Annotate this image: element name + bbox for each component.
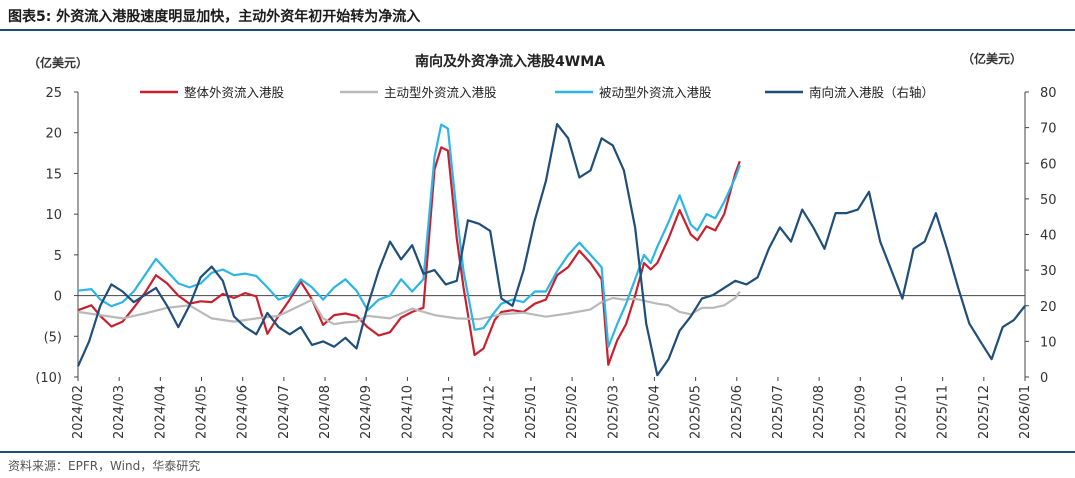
x-tick-label: 2024/10 [400, 385, 415, 439]
right-tick-label: 40 [1040, 229, 1057, 244]
left-tick-label: 10 [45, 208, 62, 223]
series-layer [76, 123, 1026, 377]
left-tick-label: 25 [45, 86, 62, 101]
x-tick-label: 2024/03 [112, 385, 127, 439]
series-line-4 [76, 123, 1026, 377]
figure-caption: 图表5: 外资流入港股速度明显加快，主动外资年初开始转为净流入 [8, 9, 421, 25]
x-tick-label: 2025/09 [853, 385, 868, 439]
x-tick-label: 2025/10 [894, 385, 909, 439]
x-tick-label: 2025/02 [565, 385, 580, 439]
x-tick-label: 2024/06 [236, 385, 251, 439]
right-tick-label: 0 [1040, 371, 1048, 386]
right-tick-label: 10 [1040, 335, 1057, 350]
left-tick-label: 15 [45, 167, 62, 182]
legend-label-3: 被动型外资流入港股 [599, 85, 712, 100]
x-tick-label: 2025/06 [730, 385, 745, 439]
right-tick-label: 20 [1040, 300, 1057, 315]
chart-title: 南向及外资净流入港股4WMA [415, 53, 605, 70]
x-tick-label: 2024/02 [71, 385, 86, 439]
legend-label-4: 南向流入港股（右轴） [809, 85, 934, 100]
series-line-2 [77, 290, 741, 326]
right-tick-label: 80 [1040, 86, 1057, 101]
x-tick-label: 2024/07 [277, 385, 292, 439]
x-tick-label: 2024/09 [359, 385, 374, 439]
legend: 整体外资流入港股 主动型外资流入港股 被动型外资流入港股 南向流入港股（右轴） [140, 85, 934, 100]
top-divider [0, 29, 1075, 31]
right-tick-label: 50 [1040, 193, 1057, 208]
x-tick-label: 2024/08 [318, 385, 333, 439]
x-tick-label: 2025/11 [936, 385, 951, 439]
series-line-1 [77, 146, 741, 366]
x-tick-label: 2025/05 [689, 385, 704, 439]
source-note: 资料来源：EPFR，Wind，华泰研究 [8, 459, 201, 473]
legend-label-2: 主动型外资流入港股 [384, 85, 497, 100]
x-tick-label: 2024/12 [483, 385, 498, 439]
right-tick-label: 60 [1040, 157, 1057, 172]
left-axis-unit: （亿美元） [28, 55, 88, 70]
chart-svg: 南向及外资净流入港股4WMA （亿美元） （亿美元） 整体外资流入港股 主动型外资… [28, 51, 1057, 439]
legend-label-1: 整体外资流入港股 [184, 85, 285, 100]
x-tick-label: 2024/05 [195, 385, 210, 439]
left-tick-label: (10) [35, 371, 62, 386]
bottom-divider [0, 451, 1075, 453]
x-tick-label: 2026/01 [1018, 385, 1033, 439]
x-tick-label: 2025/12 [977, 385, 992, 439]
right-tick-label: 70 [1040, 122, 1057, 137]
x-tick-label: 2025/01 [524, 385, 539, 439]
x-tick-label: 2025/08 [812, 385, 827, 439]
right-axis-unit: （亿美元） [962, 51, 1022, 66]
x-tick-label: 2024/04 [153, 385, 168, 439]
left-tick-label: (5) [44, 330, 62, 345]
x-tick-label: 2024/11 [442, 385, 457, 439]
left-tick-label: 20 [45, 127, 62, 142]
right-tick-label: 30 [1040, 264, 1057, 279]
x-tick-label: 2025/04 [647, 385, 662, 439]
axes: (10) (5) 0 5 10 15 20 25 0 10 20 30 40 50 60 70 80 2024/0… [35, 86, 1056, 439]
left-tick-label: 0 [54, 290, 62, 305]
x-tick-label: 2025/07 [771, 385, 786, 439]
left-tick-label: 5 [54, 249, 62, 264]
x-tick-label: 2025/03 [606, 385, 621, 439]
